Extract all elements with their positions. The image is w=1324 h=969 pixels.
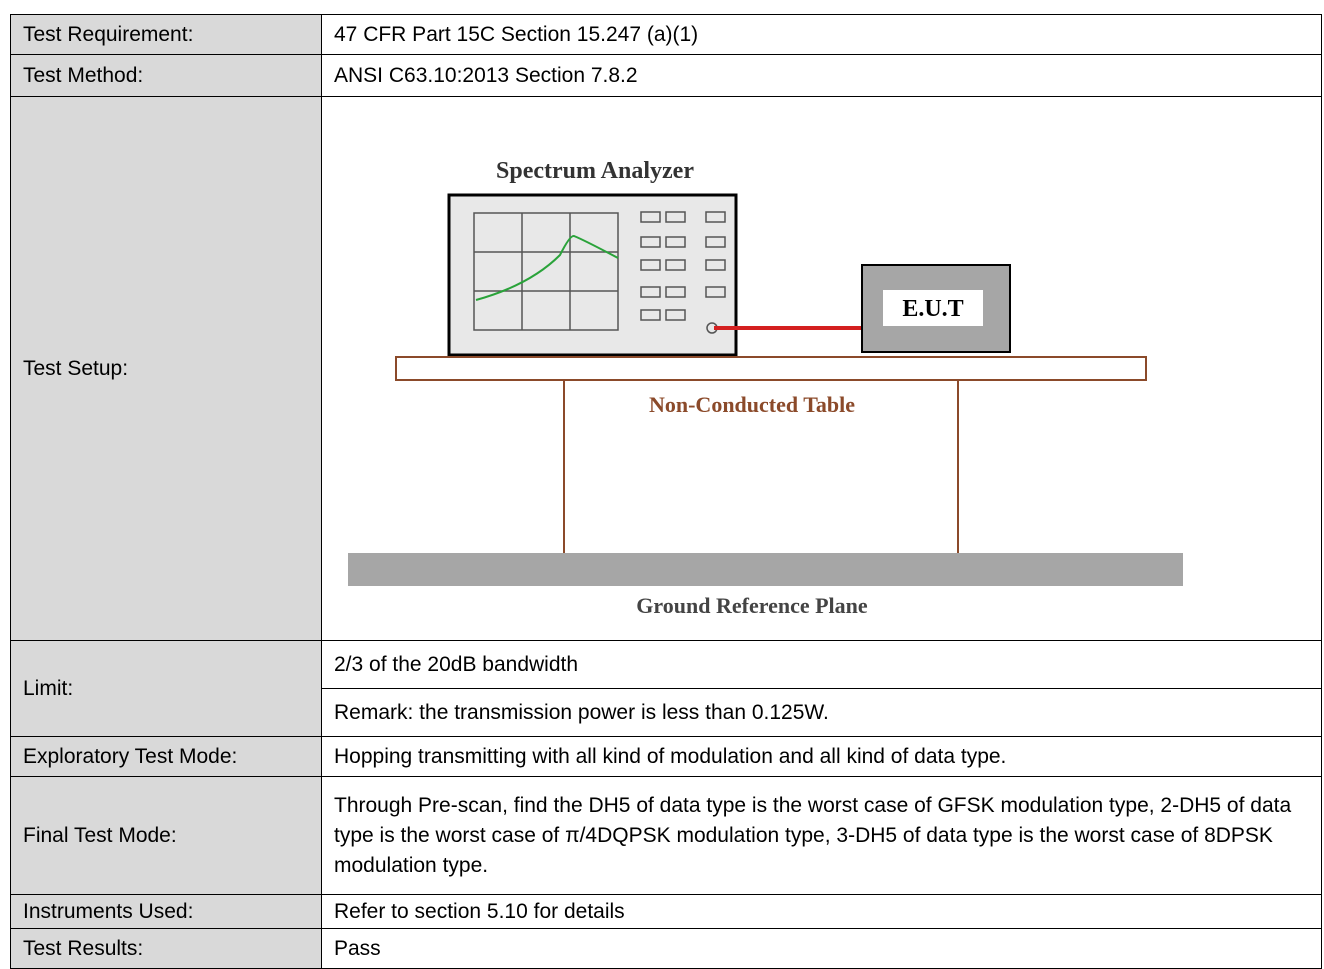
row-label: Exploratory Test Mode: — [10, 736, 322, 777]
row: Test Setup: — [10, 96, 1322, 641]
row-label: Test Method: — [10, 54, 322, 97]
row-label: Final Test Mode: — [10, 776, 322, 895]
row-value: Refer to section 5.10 for details — [321, 894, 1322, 929]
row-value: Pass — [321, 928, 1322, 969]
row: Instruments Used: Refer to section 5.10 … — [10, 894, 1322, 929]
test-table: Test Requirement: 47 CFR Part 15C Sectio… — [10, 14, 1322, 969]
row: Remark: the transmission power is less t… — [11, 688, 1322, 737]
row-label: Test Setup: — [10, 96, 322, 641]
row: Limit: 2/3 of the 20dB bandwidth — [10, 640, 1322, 737]
row-value: Through Pre-scan, find the DH5 of data t… — [321, 776, 1322, 895]
row-label: Test Results: — [10, 928, 322, 969]
setup-cell — [321, 96, 1322, 641]
row-value: Hopping transmitting with all kind of mo… — [321, 736, 1322, 777]
row: Test Results: Pass — [10, 928, 1322, 969]
row-value: Remark: the transmission power is less t… — [321, 688, 1322, 737]
row-value: 47 CFR Part 15C Section 15.247 (a)(1) — [321, 14, 1322, 55]
row: Exploratory Test Mode: Hopping transmitt… — [10, 736, 1322, 777]
row-value: ANSI C63.10:2013 Section 7.8.2 — [321, 54, 1322, 97]
row-value: 2/3 of the 20dB bandwidth — [321, 640, 1322, 689]
row-label: Test Requirement: — [10, 14, 322, 55]
row-label: Limit: — [10, 640, 322, 737]
row: Test Method: ANSI C63.10:2013 Section 7.… — [10, 54, 1322, 97]
row: Test Requirement: 47 CFR Part 15C Sectio… — [10, 14, 1322, 55]
row: Final Test Mode: Through Pre-scan, find … — [10, 776, 1322, 895]
row-label: Instruments Used: — [10, 894, 322, 929]
